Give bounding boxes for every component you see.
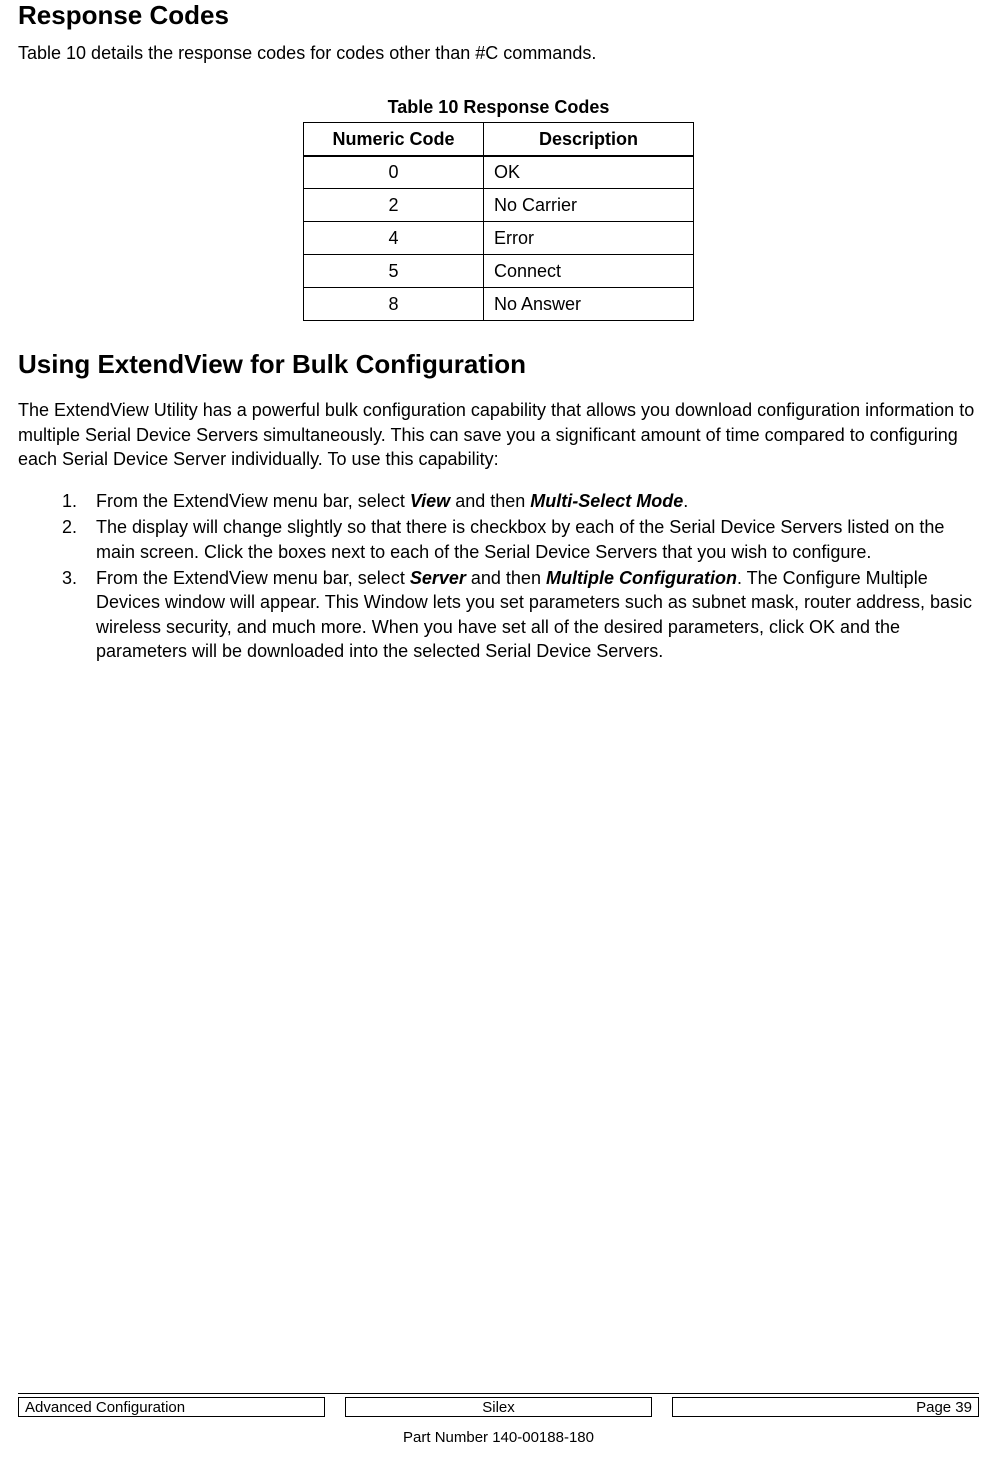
cell-desc: No Answer xyxy=(484,288,694,321)
table-row: 0 OK xyxy=(304,156,694,189)
step-text: . xyxy=(683,491,688,511)
cell-desc: No Carrier xyxy=(484,189,694,222)
table-header-row: Numeric Code Description xyxy=(304,123,694,156)
cell-code: 2 xyxy=(304,189,484,222)
list-item: From the ExtendView menu bar, select Ser… xyxy=(82,566,979,663)
cell-desc: OK xyxy=(484,156,694,189)
table-row: 4 Error xyxy=(304,222,694,255)
intro-response-codes: Table 10 details the response codes for … xyxy=(18,41,979,65)
menu-multiple-configuration: Multiple Configuration xyxy=(546,568,737,588)
cell-desc: Connect xyxy=(484,255,694,288)
list-item: The display will change slightly so that… xyxy=(82,515,979,564)
cell-code: 5 xyxy=(304,255,484,288)
list-item: From the ExtendView menu bar, select Vie… xyxy=(82,489,979,513)
col-header-desc: Description xyxy=(484,123,694,156)
part-number: Part Number 140-00188-180 xyxy=(18,1429,979,1446)
table-row: 2 No Carrier xyxy=(304,189,694,222)
menu-multi-select-mode: Multi-Select Mode xyxy=(530,491,683,511)
steps-list: From the ExtendView menu bar, select Vie… xyxy=(82,489,979,663)
col-header-code: Numeric Code xyxy=(304,123,484,156)
intro-extendview: The ExtendView Utility has a powerful bu… xyxy=(18,398,979,471)
cell-desc: Error xyxy=(484,222,694,255)
footer-boxes: Advanced Configuration Silex Page 39 xyxy=(18,1397,979,1417)
table-row: 5 Connect xyxy=(304,255,694,288)
menu-view: View xyxy=(410,491,450,511)
cell-code: 4 xyxy=(304,222,484,255)
cell-code: 0 xyxy=(304,156,484,189)
cell-code: 8 xyxy=(304,288,484,321)
page-footer: Advanced Configuration Silex Page 39 Par… xyxy=(18,1393,979,1446)
footer-page-number: Page 39 xyxy=(672,1397,979,1417)
menu-server: Server xyxy=(410,568,466,588)
table-caption: Table 10 Response Codes xyxy=(18,97,979,118)
step-text: and then xyxy=(466,568,546,588)
heading-response-codes: Response Codes xyxy=(18,0,979,31)
step-text: From the ExtendView menu bar, select xyxy=(96,568,410,588)
response-codes-table: Numeric Code Description 0 OK 2 No Carri… xyxy=(303,122,694,321)
step-text: and then xyxy=(450,491,530,511)
footer-divider xyxy=(18,1393,979,1394)
footer-company: Silex xyxy=(345,1397,652,1417)
footer-section-name: Advanced Configuration xyxy=(18,1397,325,1417)
step-text: The display will change slightly so that… xyxy=(96,517,944,561)
step-text: From the ExtendView menu bar, select xyxy=(96,491,410,511)
heading-extendview: Using ExtendView for Bulk Configuration xyxy=(18,349,979,380)
table-row: 8 No Answer xyxy=(304,288,694,321)
